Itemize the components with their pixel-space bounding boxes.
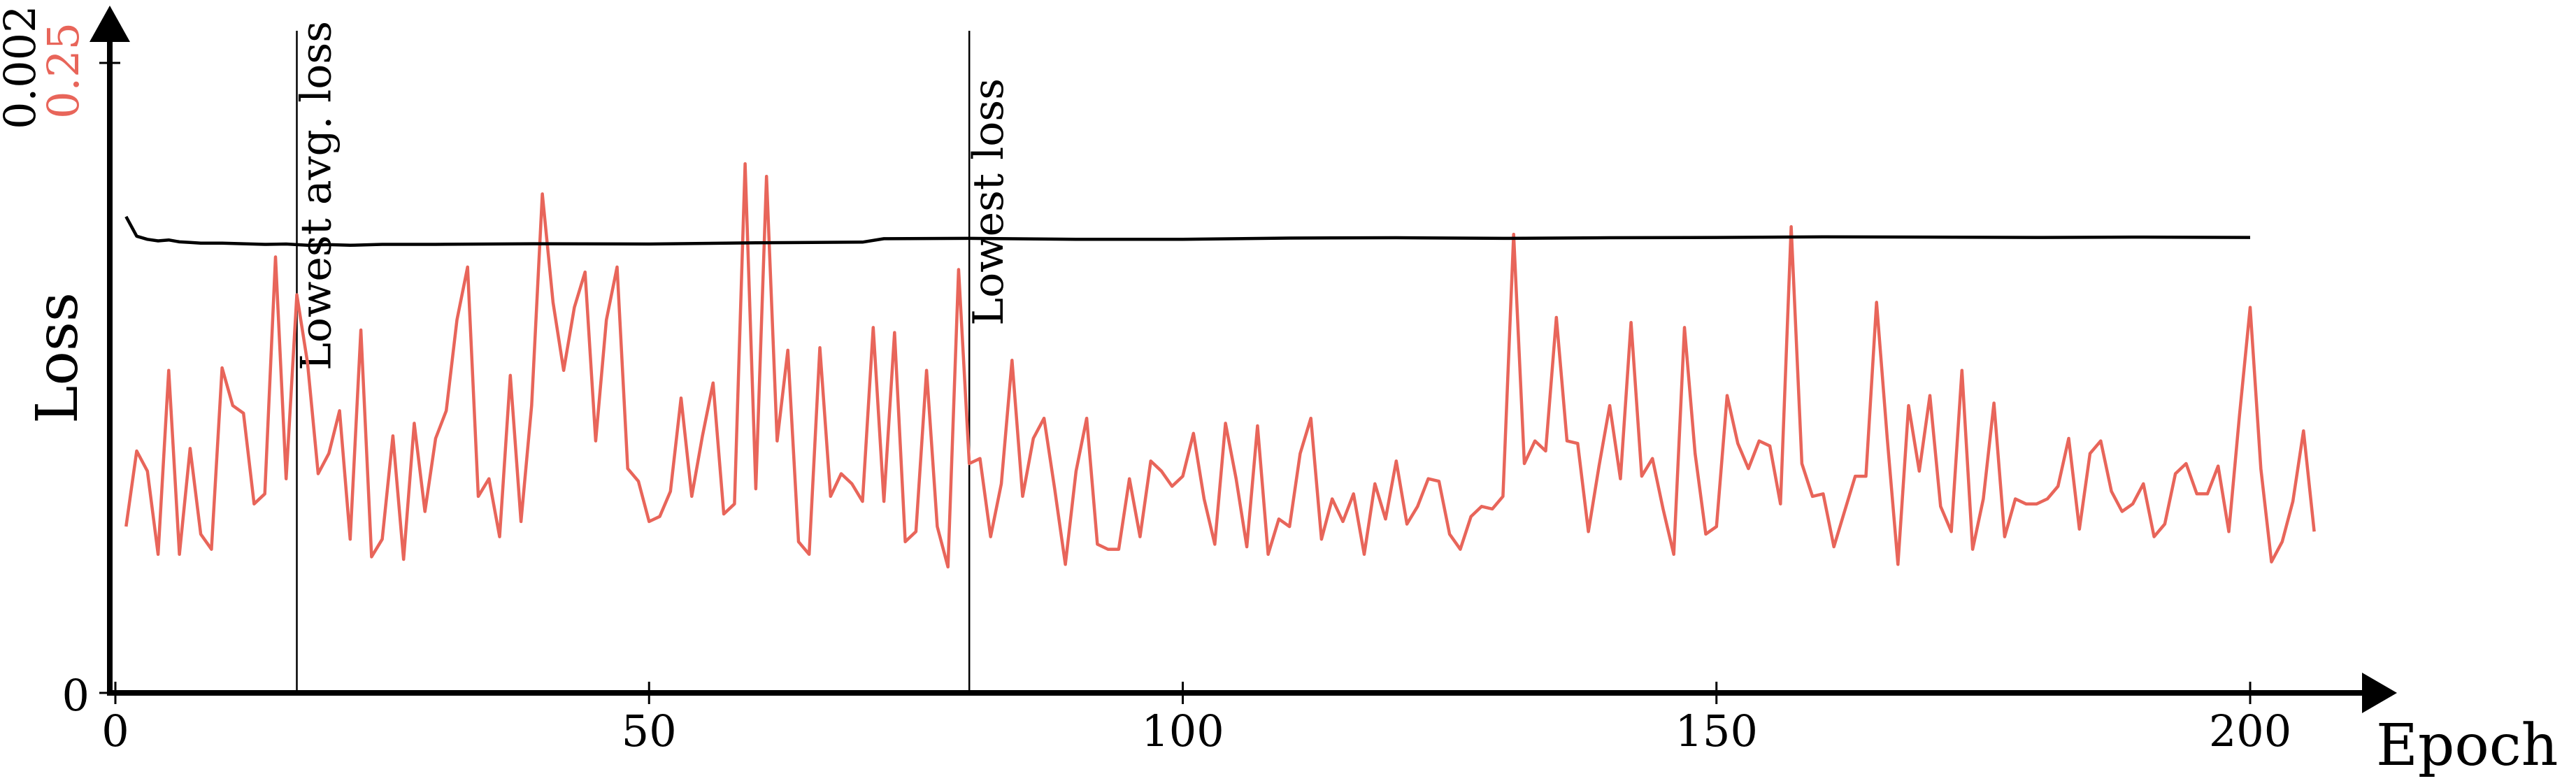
annotation-label: Lowest loss	[964, 78, 1013, 326]
x-ticks-layer: 0 50 100 150 200	[101, 682, 2291, 757]
x-tick-label: 0	[101, 705, 129, 757]
x-tick-label: 200	[2209, 705, 2291, 757]
x-tick-label: 50	[622, 705, 677, 757]
axes-layer: 0 0.002 0.25 Loss Epoch	[0, 6, 2558, 780]
y-max-label-black: 0.002	[0, 6, 45, 130]
y-axis-arrowhead	[90, 6, 130, 42]
y-zero-label: 0	[62, 670, 90, 721]
y-max-label-red: 0.25	[38, 22, 89, 119]
x-axis-title: Epoch	[2376, 712, 2558, 778]
series-layer	[124, 162, 2316, 569]
x-tick-label: 100	[1141, 705, 1224, 757]
y-axis-title: Loss	[24, 292, 91, 424]
x-tick-label: 150	[1675, 705, 1758, 757]
loss-series-line	[124, 162, 2316, 569]
avg-loss-series-line	[124, 215, 2251, 248]
annotation-layer: Lowest avg. loss Lowest loss	[292, 21, 1013, 693]
x-axis-arrowhead	[2362, 673, 2397, 713]
